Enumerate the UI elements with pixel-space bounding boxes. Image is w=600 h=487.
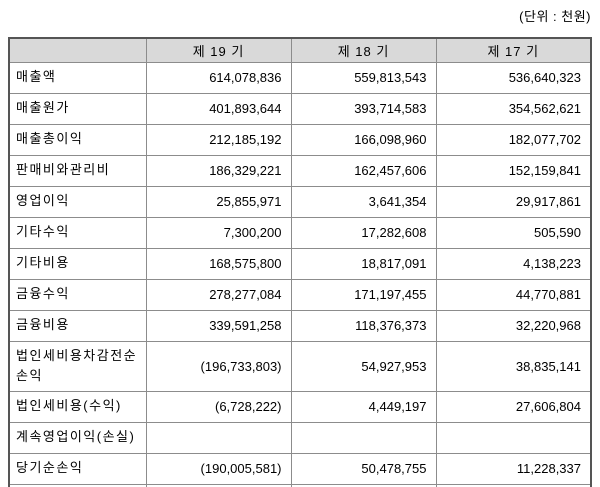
- table-row: 영업이익 25,855,971 3,641,354 29,917,861: [8, 185, 592, 218]
- table-cell: 393,714,583: [290, 92, 437, 125]
- row-label: 법인세비용(수익): [8, 390, 147, 423]
- table-cell: 118,376,373: [290, 309, 437, 342]
- unit-note: (단위 : 천원): [519, 9, 591, 24]
- table-cell: 339,591,258: [145, 309, 292, 342]
- table-cell: [435, 483, 592, 487]
- table-cell: 4,449,197: [290, 390, 437, 423]
- table-cell: 171,197,455: [290, 278, 437, 311]
- table-cell: 212,185,192: [145, 123, 292, 156]
- table-cell: 29,917,861: [435, 185, 592, 218]
- table-cell: 27,606,804: [435, 390, 592, 423]
- table-row: 기타비용 168,575,800 18,817,091 4,138,223: [8, 247, 592, 280]
- table-row: 계속영업이익(손실): [8, 421, 592, 454]
- table-cell: 50,478,755: [290, 452, 437, 485]
- table-cell: [290, 421, 437, 454]
- table-row: 금융수익 278,277,084 171,197,455 44,770,881: [8, 278, 592, 311]
- row-label: 영업이익: [8, 185, 147, 218]
- table-row: 법인세비용차감전순손익 (196,733,803) 54,927,953 38,…: [8, 340, 592, 392]
- table-cell: 18,817,091: [290, 247, 437, 280]
- table-cell: 354,562,621: [435, 92, 592, 125]
- table-cell: 38,835,141: [435, 340, 592, 392]
- table-row: 법인세비용차감후기타포괄손익: [8, 483, 592, 487]
- table-cell: (196,733,803): [145, 340, 292, 392]
- row-label: 금융비용: [8, 309, 147, 342]
- table-cell: 166,098,960: [290, 123, 437, 156]
- table-cell: 182,077,702: [435, 123, 592, 156]
- table-cell: 278,277,084: [145, 278, 292, 311]
- row-label: 판매비와관리비: [8, 154, 147, 187]
- row-label: 매출액: [8, 61, 147, 94]
- row-label: 기타수익: [8, 216, 147, 249]
- column-header-period-17: 제 17 기: [435, 37, 592, 63]
- table-row: 법인세비용(수익) (6,728,222) 4,449,197 27,606,8…: [8, 390, 592, 423]
- table-cell: [145, 421, 292, 454]
- table-cell: 7,300,200: [145, 216, 292, 249]
- table-cell: 44,770,881: [435, 278, 592, 311]
- header-row: 제 19 기 제 18 기 제 17 기: [8, 37, 592, 63]
- row-label: 매출원가: [8, 92, 147, 125]
- row-label: 계속영업이익(손실): [8, 421, 147, 454]
- row-label: 기타비용: [8, 247, 147, 280]
- row-label: 당기순손익: [8, 452, 147, 485]
- income-statement-table: 제 19 기 제 18 기 제 17 기 매출액 614,078,836 559…: [8, 37, 592, 487]
- row-label: 금융수익: [8, 278, 147, 311]
- table-cell: 152,159,841: [435, 154, 592, 187]
- table-row: 당기순손익 (190,005,581) 50,478,755 11,228,33…: [8, 452, 592, 485]
- table-cell: 3,641,354: [290, 185, 437, 218]
- row-label: 법인세비용차감전순손익: [8, 340, 147, 392]
- table-cell: 162,457,606: [290, 154, 437, 187]
- table-row: 매출액 614,078,836 559,813,543 536,640,323: [8, 61, 592, 94]
- table-cell: 11,228,337: [435, 452, 592, 485]
- table-cell: 614,078,836: [145, 61, 292, 94]
- table-row: 판매비와관리비 186,329,221 162,457,606 152,159,…: [8, 154, 592, 187]
- row-label: 매출총이익: [8, 123, 147, 156]
- table-cell: 32,220,968: [435, 309, 592, 342]
- table-cell: 505,590: [435, 216, 592, 249]
- table-cell: (6,728,222): [145, 390, 292, 423]
- column-header-period-18: 제 18 기: [290, 37, 437, 63]
- column-header-period-19: 제 19 기: [145, 37, 292, 63]
- table-row: 금융비용 339,591,258 118,376,373 32,220,968: [8, 309, 592, 342]
- table-cell: [435, 421, 592, 454]
- table-row: 매출총이익 212,185,192 166,098,960 182,077,70…: [8, 123, 592, 156]
- table-cell: (190,005,581): [145, 452, 292, 485]
- table-cell: 25,855,971: [145, 185, 292, 218]
- table-row: 기타수익 7,300,200 17,282,608 505,590: [8, 216, 592, 249]
- table-cell: 168,575,800: [145, 247, 292, 280]
- table-cell: 186,329,221: [145, 154, 292, 187]
- table-cell: 54,927,953: [290, 340, 437, 392]
- table-cell: 17,282,608: [290, 216, 437, 249]
- table-cell: 559,813,543: [290, 61, 437, 94]
- table-cell: 4,138,223: [435, 247, 592, 280]
- table-cell: 536,640,323: [435, 61, 592, 94]
- table-cell: 401,893,644: [145, 92, 292, 125]
- column-header-label: [8, 37, 147, 63]
- table-row: 매출원가 401,893,644 393,714,583 354,562,621: [8, 92, 592, 125]
